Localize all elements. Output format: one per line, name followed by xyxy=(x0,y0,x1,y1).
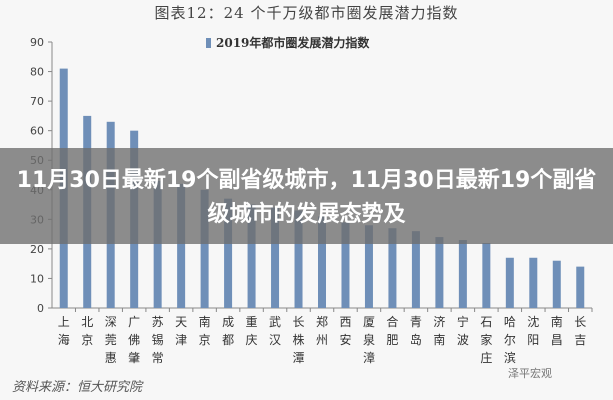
bar xyxy=(177,183,186,308)
x-tick-label: 漳 xyxy=(363,350,375,365)
x-tick-label: 合 xyxy=(386,314,398,329)
y-tick-label: 20 xyxy=(30,243,44,256)
x-tick-label: 汉 xyxy=(269,333,281,347)
x-tick-label: 波 xyxy=(457,333,469,347)
x-tick-label: 津 xyxy=(175,333,187,347)
bar xyxy=(388,228,397,308)
x-tick-label: 南 xyxy=(199,314,211,329)
bar xyxy=(153,180,162,308)
x-tick-label: 潭 xyxy=(293,351,305,365)
x-tick-label: 宁 xyxy=(457,314,469,329)
y-tick-label: 70 xyxy=(30,95,44,108)
banner-text: 11月30日最新19个副省级城市，11月30日最新19个副省级城市的发展态势及 xyxy=(16,168,597,227)
bar xyxy=(247,204,256,308)
y-tick-label: 60 xyxy=(30,125,44,138)
x-tick-label: 昌 xyxy=(551,333,563,347)
figure-title: 图表12：24 个千万级都市圈发展潜力指数 xyxy=(154,4,459,22)
x-tick-label: 南 xyxy=(551,314,563,329)
x-tick-label: 济 xyxy=(433,314,445,329)
x-tick-label: 佛 xyxy=(128,333,140,347)
x-tick-label: 京 xyxy=(199,333,211,347)
x-tick-label: 长 xyxy=(293,315,305,329)
x-tick-label: 上 xyxy=(58,315,70,329)
bar xyxy=(318,216,326,308)
x-tick-label: 常 xyxy=(152,351,164,365)
x-tick-label: 深 xyxy=(105,315,117,329)
x-tick-label: 肇 xyxy=(128,350,140,365)
legend-swatch xyxy=(206,38,211,48)
bar xyxy=(200,189,209,308)
x-tick-label: 锡 xyxy=(152,332,164,347)
x-tick-label: 武 xyxy=(269,315,281,329)
x-tick-label: 重 xyxy=(246,315,258,329)
source-note: 资料来源：恒大研究院 xyxy=(12,380,143,395)
x-tick-label: 长 xyxy=(574,315,586,329)
bar xyxy=(364,225,373,308)
x-tick-label: 安 xyxy=(339,332,351,347)
bar xyxy=(341,222,350,308)
x-tick-label: 沈 xyxy=(527,314,539,329)
x-tick-label: 石 xyxy=(480,315,492,329)
bar xyxy=(505,257,514,308)
x-tick-label: 都 xyxy=(222,333,234,347)
x-tick-label: 厦 xyxy=(363,315,375,329)
bar xyxy=(271,207,280,308)
x-tick-label: 庄 xyxy=(480,350,492,365)
bar xyxy=(411,231,420,308)
bar xyxy=(552,260,561,308)
bar xyxy=(458,240,467,308)
bar xyxy=(224,198,233,308)
y-tick-label: 0 xyxy=(37,302,44,315)
legend-label: 2019年都市圈发展潜力指数 xyxy=(216,35,370,50)
bar xyxy=(435,237,444,308)
x-tick-label: 州 xyxy=(316,333,328,347)
x-tick-label: 庆 xyxy=(246,333,258,347)
x-tick-label: 吉 xyxy=(574,333,586,347)
x-tick-label: 岛 xyxy=(410,332,422,347)
overlay-banner xyxy=(0,148,613,244)
bar xyxy=(529,257,538,308)
x-tick-label: 京 xyxy=(81,333,93,347)
x-tick-label: 滨 xyxy=(504,350,516,365)
y-tick-label: 10 xyxy=(30,272,44,285)
x-tick-label: 南 xyxy=(433,332,445,347)
x-tick-label: 成 xyxy=(222,315,234,329)
x-tick-label: 阳 xyxy=(527,333,539,347)
bar xyxy=(576,266,585,308)
x-tick-label: 莞 xyxy=(105,333,117,347)
x-tick-label: 青 xyxy=(410,315,422,329)
x-tick-label: 广 xyxy=(128,315,140,329)
x-tick-label: 肥 xyxy=(386,333,398,347)
x-tick-label: 家 xyxy=(480,332,492,347)
watermark-label: 泽平宏观 xyxy=(508,367,552,380)
x-tick-label: 泉 xyxy=(363,333,375,347)
x-tick-label: 惠 xyxy=(105,351,117,365)
x-tick-label: 尔 xyxy=(504,332,516,347)
x-tick-label: 天 xyxy=(175,315,187,329)
bar xyxy=(482,242,491,308)
x-tick-label: 哈 xyxy=(504,315,516,329)
x-tick-label: 海 xyxy=(58,332,70,347)
x-tick-label: 苏 xyxy=(152,315,164,329)
x-tick-label: 北 xyxy=(81,315,93,329)
y-tick-label: 80 xyxy=(30,66,44,79)
x-tick-label: 郑 xyxy=(316,314,328,329)
x-tick-label: 株 xyxy=(293,332,305,347)
bar xyxy=(294,210,303,308)
y-tick-label: 90 xyxy=(30,36,44,49)
x-tick-label: 西 xyxy=(339,315,351,329)
